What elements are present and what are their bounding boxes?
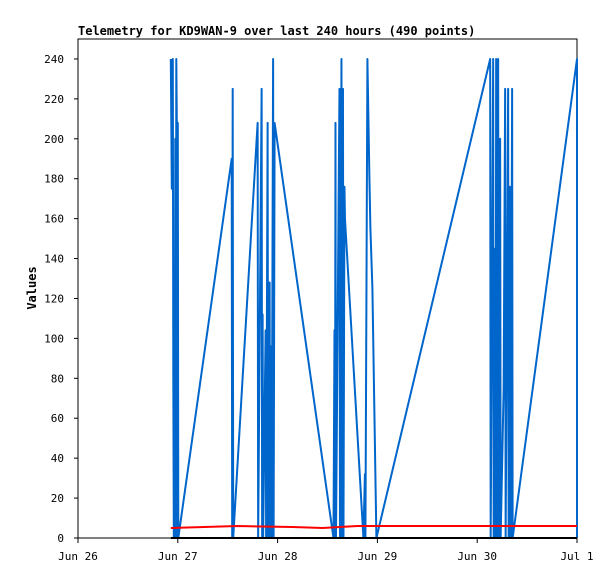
y-tick-label: 160 <box>44 213 64 226</box>
series-line-0 <box>169 57 578 539</box>
y-tick-label: 120 <box>44 292 64 305</box>
y-tick-label: 40 <box>51 452 64 465</box>
plot-area: 0 20 40 60 80 100 120 140 160 180 200 220 240 Jun 26 J… <box>44 38 594 563</box>
y-tick-label: 80 <box>51 372 64 385</box>
x-tick-label: Jun 27 <box>158 550 198 563</box>
y-tick-label: 100 <box>44 332 64 345</box>
y-tick-label: 220 <box>44 93 64 106</box>
y-tick-label: 140 <box>44 253 64 266</box>
y-tick-label: 20 <box>51 492 64 505</box>
y-tick-label: 240 <box>44 53 64 66</box>
x-tick-label: Jun 26 <box>58 550 98 563</box>
x-tick-label: Jun 29 <box>358 550 398 563</box>
y-tick-label: 0 <box>57 532 64 545</box>
y-tick-label: 200 <box>44 133 64 146</box>
x-tick-label: Jun 30 <box>457 550 497 563</box>
y-axis-label: Values <box>25 266 39 309</box>
x-tick-label: Jun 28 <box>258 550 298 563</box>
y-tick-label: 60 <box>51 412 64 425</box>
chart-title: Telemetry for KD9WAN-9 over last 240 hou… <box>78 24 475 38</box>
series-line-1 <box>170 525 577 530</box>
y-tick-label: 180 <box>44 173 64 186</box>
x-tick-label: Jul 1 <box>560 550 593 563</box>
